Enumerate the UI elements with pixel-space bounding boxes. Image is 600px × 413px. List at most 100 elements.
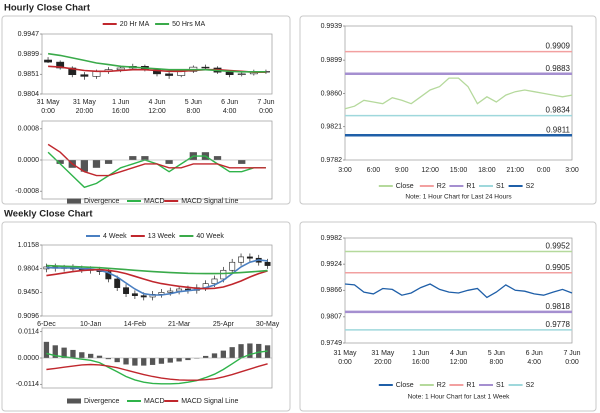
x-tick-label-line: 7 Jun (257, 99, 274, 106)
level-label: 0.9909 (546, 42, 571, 51)
x-tick-label: 21:00 (506, 167, 524, 174)
divergence-bar (256, 343, 262, 358)
divergence-bar (92, 160, 101, 168)
legend-label: 20 Hr MA (120, 21, 150, 28)
y-tick-label: 0.9851 (18, 71, 40, 78)
y-tick-label: 0.9899 (321, 57, 343, 64)
legend-label: S2 (526, 382, 535, 389)
candle-body (165, 73, 174, 76)
divergence-bar (88, 353, 94, 358)
plot-frame (41, 244, 273, 317)
candle-body (131, 293, 138, 296)
divergence-bar (132, 358, 138, 366)
x-tick-label-line: 6 Jun (221, 99, 238, 106)
y-tick-label: 0.9096 (18, 313, 40, 320)
x-tick-label-line: 1 Jun (112, 99, 129, 106)
x-tick-label-line: 0:00 (565, 359, 579, 366)
x-tick-label: 5 Jun 8:00 (185, 99, 202, 115)
x-tick-label: 4 Jun 12:00 (148, 99, 166, 115)
divergence-bar (61, 347, 67, 358)
panel (1, 15, 291, 205)
divergence-bar (114, 358, 120, 363)
x-tick-label: 6-Dec (37, 321, 56, 328)
divergence-bar (105, 358, 111, 360)
x-tick-label-line: 31 May (334, 350, 357, 357)
candle-body (116, 67, 125, 70)
y-tick-label: 0.9924 (321, 261, 343, 268)
y-tick-label: 0.9804 (18, 266, 40, 273)
divergence-bar (247, 343, 253, 358)
legend-label: Close (396, 382, 414, 389)
y-tick-label: 0.9807 (321, 314, 343, 321)
level-label: 0.9778 (546, 320, 571, 329)
legend-label: MACD (144, 198, 165, 205)
x-tick-label: 12:00 (421, 167, 439, 174)
legend-label: 50 Hrs MA (172, 21, 205, 28)
legend-label: Divergence (84, 398, 120, 405)
y-tick-label: 0.9450 (18, 289, 40, 296)
x-tick-label: 6 Jun 4:00 (526, 350, 543, 366)
level-label: 0.9811 (546, 125, 570, 134)
x-tick-label-line: 31 May (371, 350, 394, 357)
x-tick-label: 9:00 (395, 167, 409, 174)
legend-label: 4 Week (103, 233, 127, 240)
x-tick-label-line: 12:00 (148, 108, 166, 115)
x-tick-label-line: 0:00 (338, 359, 352, 366)
x-tick-label: 7 Jun 0:00 (257, 99, 274, 115)
x-tick-label: 18:00 (478, 167, 496, 174)
divergence-bar (56, 160, 64, 164)
candle-body (229, 261, 236, 271)
y-tick-label: 1.0158 (18, 242, 40, 249)
divergence-bar (70, 349, 76, 358)
legend-swatch (67, 398, 81, 404)
section-title: Hourly Close Chart (4, 3, 91, 14)
y-tick-label: 0.9899 (18, 51, 40, 58)
x-tick-label-line: 0:00 (259, 108, 273, 115)
divergence-bar (96, 355, 103, 358)
legend-label: R2 (437, 183, 446, 190)
divergence-bar (43, 341, 50, 358)
candle-body (80, 74, 89, 77)
candle-body (68, 67, 77, 75)
divergence-bar (229, 347, 235, 358)
legend-label: MACD Signal Line (181, 198, 238, 205)
plot-frame (41, 33, 273, 95)
divergence-bar (238, 160, 246, 164)
y-tick-label: -0.0114 (16, 381, 39, 388)
panel (299, 221, 597, 412)
chart-note: Note: 1 Hour Chart for Last 24 Hours (405, 194, 512, 201)
divergence-bar (52, 345, 58, 358)
legend-label: 40 Week (196, 233, 224, 240)
x-tick-label: 1 Jun 16:00 (412, 350, 430, 366)
divergence-bar (176, 358, 182, 362)
x-tick-label-line: 31 May (73, 99, 96, 106)
divergence-bar (167, 358, 173, 363)
legend-label: R2 (437, 382, 446, 389)
x-tick-label-line: 7 Jun (563, 350, 580, 357)
divergence-bar (141, 358, 147, 366)
legend-label: S1 (496, 183, 505, 190)
x-tick-label: 21-Mar (168, 321, 191, 328)
level-label: 0.9952 (546, 242, 571, 251)
series-line (46, 268, 268, 290)
x-tick-label-line: 16:00 (412, 359, 430, 366)
y-tick-label: 0.0000 (18, 355, 40, 362)
x-tick-label-line: 8:00 (187, 108, 201, 115)
legend-label: Divergence (84, 198, 120, 205)
legend-label: R1 (466, 382, 475, 389)
candle-body (238, 256, 244, 263)
divergence-bar (220, 350, 226, 358)
divergence-bar (104, 160, 113, 164)
series-line (47, 143, 266, 177)
y-tick-label: 0.9982 (321, 235, 343, 242)
y-tick-label: 0.9782 (321, 157, 343, 164)
x-tick-label-line: 5 Jun (488, 350, 505, 357)
legend-label: S2 (526, 183, 535, 190)
x-tick-label-line: 31 May (37, 99, 60, 106)
x-tick-label: 6:00 (367, 167, 381, 174)
legend-label: MACD (144, 398, 165, 405)
x-tick-label-line: 16:00 (112, 108, 130, 115)
legend-label: Close (396, 183, 414, 190)
y-tick-label: 0.9866 (321, 287, 343, 294)
